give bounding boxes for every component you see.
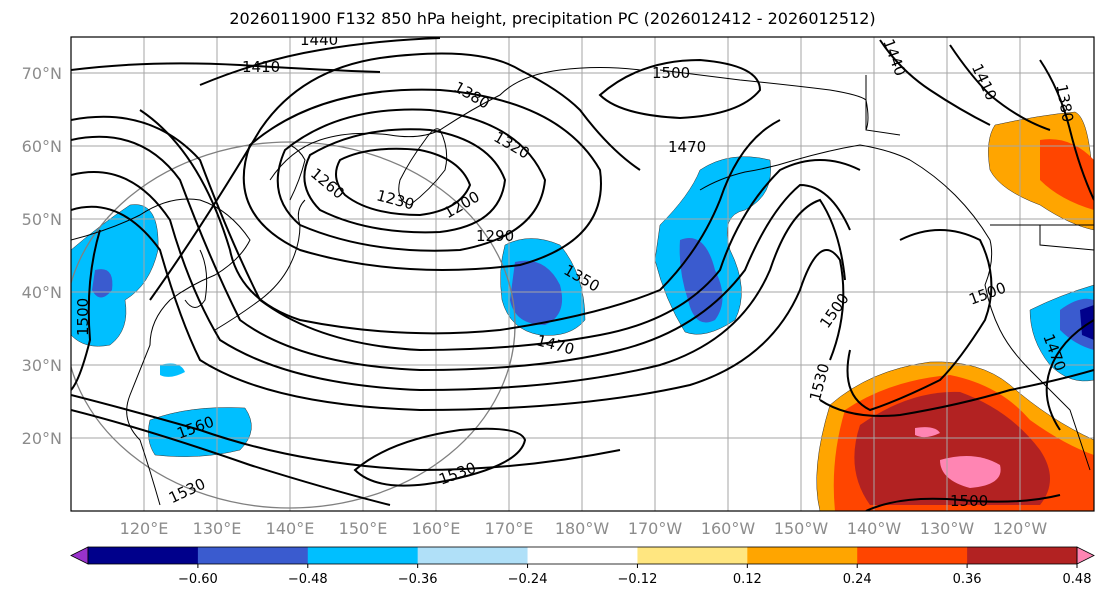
lon-label: 160°W <box>701 519 756 538</box>
colorbar-label: 0.48 <box>1063 572 1092 587</box>
colorbar-swatch <box>857 547 968 564</box>
lat-label: 20°N <box>22 429 62 448</box>
colorbar-label: −0.24 <box>508 572 548 587</box>
height-contours <box>71 37 1094 511</box>
colorbar-swatch <box>417 547 529 564</box>
contour-label: 1500 <box>652 64 690 82</box>
contour-label: 1290 <box>476 227 514 245</box>
lon-label: 140°E <box>266 519 315 538</box>
lon-label: 160°E <box>412 519 461 538</box>
colorbar-extend-high <box>1076 546 1095 565</box>
lon-label: 120°E <box>120 519 169 538</box>
contour-label: 1500 <box>74 298 92 336</box>
lon-label: 130°E <box>193 519 242 538</box>
lat-label: 30°N <box>22 356 62 375</box>
colorbar-label: 0.36 <box>953 572 982 587</box>
lon-label: 150°E <box>339 519 388 538</box>
lat-label: 60°N <box>22 137 62 156</box>
coastlines <box>71 67 1094 506</box>
lat-label: 50°N <box>22 210 62 229</box>
colorbar-label: −0.12 <box>618 572 658 587</box>
colorbar-label: 0.12 <box>733 572 762 587</box>
lon-label: 130°W <box>920 519 975 538</box>
colorbar-extend-low <box>70 546 89 565</box>
colorbar-swatch <box>967 547 1078 564</box>
colorbar: −0.60 −0.48 −0.36 −0.24 −0.12 0.12 0.24 0.36 0.4… <box>70 546 1095 587</box>
colorbar-swatch <box>527 547 638 564</box>
lon-label: 170°E <box>485 519 534 538</box>
contour-label: 1500 <box>950 492 988 510</box>
colorbar-swatch <box>747 547 858 564</box>
range-circle <box>71 141 516 509</box>
colorbar-swatch <box>637 547 748 564</box>
colorbar-label: −0.60 <box>178 572 218 587</box>
colorbar-label: −0.48 <box>288 572 328 587</box>
lat-label: 40°N <box>22 283 62 302</box>
map-title: 2026011900 F132 850 hPa height, precipit… <box>229 9 876 28</box>
longitude-axis: 120°E 130°E 140°E 150°E 160°E 170°E 180°… <box>120 519 1048 538</box>
contour-label: 1470 <box>668 138 706 156</box>
lon-label: 150°W <box>774 519 829 538</box>
colorbar-label: 0.24 <box>843 572 872 587</box>
colorbar-swatch <box>307 547 419 564</box>
contour-label: 1440 <box>300 31 338 49</box>
lon-label: 170°W <box>628 519 683 538</box>
plot-border <box>70 36 1095 512</box>
latitude-axis: 70°N 60°N 50°N 40°N 30°N 20°N <box>22 64 62 448</box>
colorbar-label: −0.36 <box>398 572 438 587</box>
contour-label: 1410 <box>242 58 280 76</box>
colorbar-frame <box>87 546 1078 565</box>
lat-label: 70°N <box>22 64 62 83</box>
shading-layer <box>71 111 1094 511</box>
lon-label: 120°W <box>993 519 1048 538</box>
lon-label: 180°W <box>555 519 610 538</box>
colorbar-swatch <box>88 547 199 564</box>
colorbar-swatch <box>197 547 309 564</box>
lon-label: 140°W <box>847 519 902 538</box>
